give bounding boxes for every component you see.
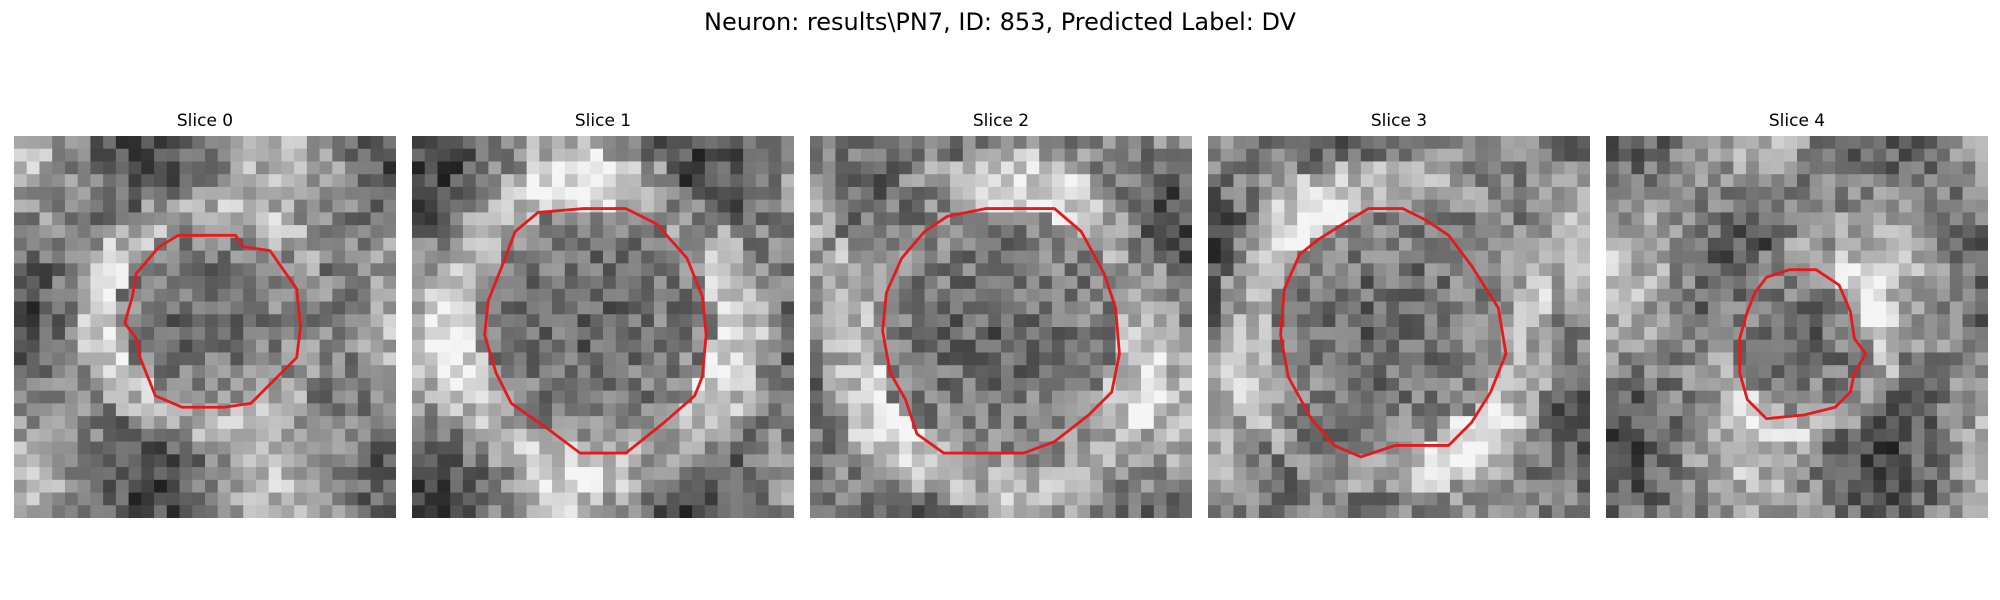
slice-title-2: Slice 2 <box>810 110 1192 132</box>
slice-panel-0: Slice 0 <box>14 110 396 518</box>
pixel-texture <box>14 136 396 518</box>
slice-image-4 <box>1606 136 1988 518</box>
slice-title-4: Slice 4 <box>1606 110 1988 132</box>
slice-panel-1: Slice 1 <box>412 110 794 518</box>
slice-panel-2: Slice 2 <box>810 110 1192 518</box>
pixel-texture <box>1606 136 1988 518</box>
pixel-texture <box>810 136 1192 518</box>
slice-panel-3: Slice 3 <box>1208 110 1590 518</box>
slice-title-3: Slice 3 <box>1208 110 1590 132</box>
slice-image-1 <box>412 136 794 518</box>
slice-image-3 <box>1208 136 1590 518</box>
slice-title-1: Slice 1 <box>412 110 794 132</box>
figure-title: Neuron: results\PN7, ID: 853, Predicted … <box>0 8 2000 36</box>
slice-image-2 <box>810 136 1192 518</box>
slice-image-0 <box>14 136 396 518</box>
pixel-texture <box>1208 136 1590 518</box>
pixel-texture <box>412 136 794 518</box>
slice-title-0: Slice 0 <box>14 110 396 132</box>
slice-panel-4: Slice 4 <box>1606 110 1988 518</box>
